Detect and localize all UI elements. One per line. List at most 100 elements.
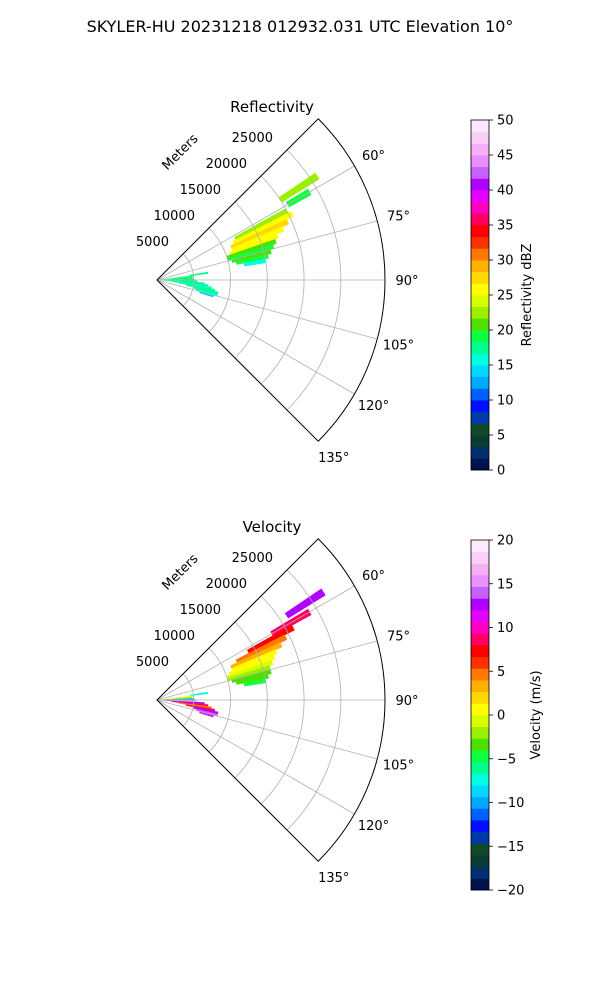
reflectivity-colorbar-swatch (471, 283, 489, 296)
reflectivity-colorbar-swatch (471, 400, 489, 413)
velocity-range-tick-label: 15000 (180, 603, 221, 618)
reflectivity-colorbar-tick-label: 0 (497, 464, 505, 479)
reflectivity-colorbar-swatch (471, 178, 489, 191)
velocity-azimuth-tick-label: 120° (358, 819, 389, 834)
velocity-title: Velocity (243, 518, 302, 536)
reflectivity-cell (234, 208, 289, 241)
reflectivity-colorbar-swatches (471, 120, 489, 471)
reflectivity-sector-outline (156, 118, 386, 442)
reflectivity-title: Reflectivity (230, 98, 314, 116)
reflectivity-azimuth-tick-label: 120° (358, 399, 389, 414)
velocity-azimuth-tick-label: 75° (387, 629, 410, 644)
velocity-cell (230, 642, 283, 669)
reflectivity-colorbar-swatch (471, 330, 489, 343)
reflectivity-colorbar-swatch (471, 411, 489, 424)
velocity-range-label: Meters (160, 551, 202, 593)
velocity-colorbar-tick-label: −10 (497, 796, 524, 811)
reflectivity-azimuth-ticks: 60° 75° 90° 105° 120° 135° (318, 149, 418, 466)
velocity-cell (243, 678, 267, 687)
velocity-colorbar-tick-label: 10 (497, 621, 514, 636)
reflectivity-cell (199, 291, 214, 298)
velocity-colorbar-swatch (471, 808, 489, 821)
reflectivity-grid (156, 149, 385, 411)
reflectivity-colorbar-swatch (471, 271, 489, 284)
reflectivity-colorbar-swatch (471, 201, 489, 214)
velocity-cell (284, 588, 326, 619)
reflectivity-frame (156, 118, 386, 442)
velocity-colorbar-tick-label: −20 (497, 884, 524, 899)
velocity-azimuth-ticks: 60° 75° 90° 105° 120° 135° (318, 569, 418, 886)
velocity-sector-outline (156, 538, 386, 862)
velocity-colorbar-tick-label: 15 (497, 577, 514, 592)
velocity-colorbar-tick-label: 5 (497, 665, 505, 680)
velocity-cell (246, 624, 295, 654)
reflectivity-range-label: Meters (160, 131, 202, 173)
velocity-colorbar-swatch (471, 610, 489, 623)
velocity-range-tick-label: 25000 (232, 551, 273, 566)
velocity-colorbar-swatch (471, 656, 489, 669)
reflectivity-colorbar-swatch (471, 353, 489, 366)
reflectivity-cell (189, 271, 209, 277)
reflectivity-azimuth-tick-label: 105° (383, 339, 414, 354)
velocity-colorbar-swatch (471, 680, 489, 693)
reflectivity-colorbar-swatch (471, 190, 489, 203)
reflectivity-cell (278, 172, 320, 203)
reflectivity-azimuth-tick-label: 75° (387, 209, 410, 224)
velocity-colorbar-swatch (471, 773, 489, 786)
velocity-colorbar-swatch (471, 726, 489, 739)
velocity-azimuth-gridline (156, 640, 378, 701)
velocity-grid (156, 569, 385, 831)
reflectivity-range-tick-label: 10000 (154, 209, 195, 224)
velocity-cell (157, 696, 193, 700)
velocity-azimuth-tick-label: 90° (395, 694, 418, 709)
reflectivity-colorbar-swatch (471, 341, 489, 354)
velocity-colorbar-label: Velocity (m/s) (529, 670, 544, 759)
reflectivity-cell (192, 286, 219, 295)
reflectivity-colorbar-tick-label: 30 (497, 254, 514, 269)
velocity-colorbar-tick-label: 0 (497, 709, 505, 724)
velocity-colorbar-swatch (471, 586, 489, 599)
reflectivity-colorbar-swatch (471, 446, 489, 459)
reflectivity-azimuth-gridline (156, 165, 355, 281)
reflectivity-colorbar-swatch (471, 458, 489, 471)
reflectivity-cell (232, 211, 294, 245)
velocity-azimuth-tick-label: 60° (362, 569, 385, 584)
velocity-range-tick-label: 10000 (154, 629, 195, 644)
velocity-colorbar-ticks: −20 −15 −10 −5 0 5 10 15 20 (489, 534, 524, 899)
reflectivity-colorbar-swatch (471, 155, 489, 168)
velocity-colorbar-swatch (471, 761, 489, 774)
velocity-colorbar-swatch (471, 831, 489, 844)
reflectivity-colorbar-swatch (471, 248, 489, 261)
velocity-colorbar-swatch (471, 645, 489, 658)
reflectivity-cell (235, 254, 269, 265)
reflectivity-cell (157, 276, 193, 280)
reflectivity-azimuth-tick-label: 90° (395, 274, 418, 289)
velocity-cell (231, 649, 278, 672)
reflectivity-cell (230, 219, 290, 249)
reflectivity-range-ticks: 5000 10000 15000 20000 25000 (136, 131, 273, 250)
velocity-colorbar-swatch (471, 843, 489, 856)
reflectivity-cell (226, 238, 277, 259)
reflectivity-colorbar-swatch (471, 376, 489, 389)
velocity-colorbar-swatch (471, 796, 489, 809)
velocity-range-tick-label: 5000 (136, 655, 169, 670)
reflectivity-colorbar-swatch (471, 225, 489, 238)
velocity-cell (235, 634, 288, 663)
velocity-colorbar-tick-label: 20 (497, 534, 514, 549)
reflectivity-cell (231, 226, 285, 252)
velocity-azimuth-gridline (156, 699, 378, 760)
velocity-cell (199, 711, 214, 718)
reflectivity-colorbar-label: Reflectivity dBZ (520, 244, 535, 347)
reflectivity-panel: Reflectivity 5000 10000 15000 20000 25000 60… (136, 98, 419, 466)
reflectivity-colorbar-swatch (471, 120, 489, 133)
velocity-range-tick-label: 20000 (206, 577, 247, 592)
reflectivity-range-tick-label: 25000 (232, 131, 273, 146)
reflectivity-range-tick-label: 5000 (136, 235, 169, 250)
reflectivity-azimuth-tick-label: 60° (362, 149, 385, 164)
reflectivity-colorbar-tick-label: 10 (497, 394, 514, 409)
velocity-frame (156, 538, 386, 862)
velocity-colorbar-swatch (471, 715, 489, 728)
reflectivity-colorbar-tick-label: 25 (497, 289, 514, 304)
velocity-colorbar-swatch (471, 820, 489, 833)
